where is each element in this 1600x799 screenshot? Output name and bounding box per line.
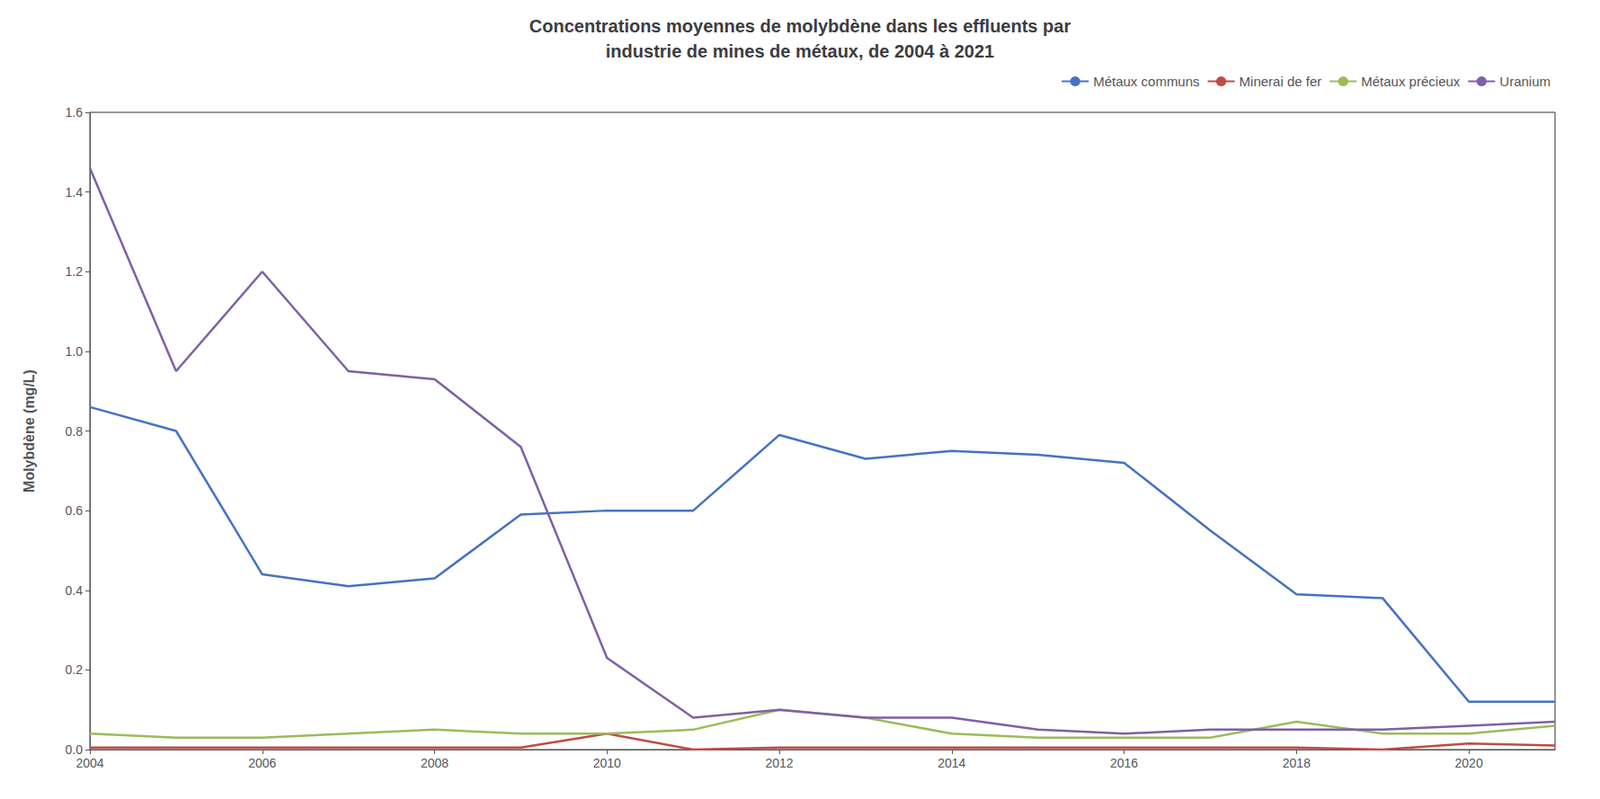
svg-text:2012: 2012: [764, 755, 793, 771]
svg-text:1.6: 1.6: [65, 105, 84, 120]
svg-text:0.0: 0.0: [65, 742, 84, 757]
svg-text:0.6: 0.6: [65, 503, 84, 518]
svg-text:0.8: 0.8: [65, 424, 84, 439]
svg-text:2010: 2010: [593, 755, 622, 771]
svg-text:2016: 2016: [1110, 755, 1138, 771]
svg-text:2018: 2018: [1282, 755, 1311, 771]
svg-text:2014: 2014: [937, 755, 966, 771]
svg-text:Minerai de fer: Minerai de fer: [1239, 73, 1323, 89]
svg-text:industrie de mines de métaux,: industrie de mines de métaux, de 2004 à …: [605, 41, 995, 62]
svg-text:2008: 2008: [420, 755, 449, 771]
svg-text:1.0: 1.0: [65, 344, 84, 359]
svg-text:1.4: 1.4: [65, 185, 84, 200]
svg-text:Concentrations moyennes de mol: Concentrations moyennes de molybdène dan…: [529, 16, 1072, 36]
svg-text:2020: 2020: [1455, 755, 1484, 771]
svg-text:Uranium: Uranium: [1499, 73, 1551, 89]
svg-text:2006: 2006: [248, 755, 276, 771]
svg-text:Molybdène (mg/L): Molybdène (mg/L): [21, 369, 37, 493]
svg-text:2004: 2004: [75, 755, 104, 771]
svg-text:Métaux communs: Métaux communs: [1093, 73, 1200, 89]
svg-text:Métaux précieux: Métaux précieux: [1360, 73, 1461, 89]
svg-text:0.2: 0.2: [65, 662, 84, 677]
svg-text:1.2: 1.2: [65, 264, 84, 279]
svg-text:0.4: 0.4: [65, 583, 84, 598]
